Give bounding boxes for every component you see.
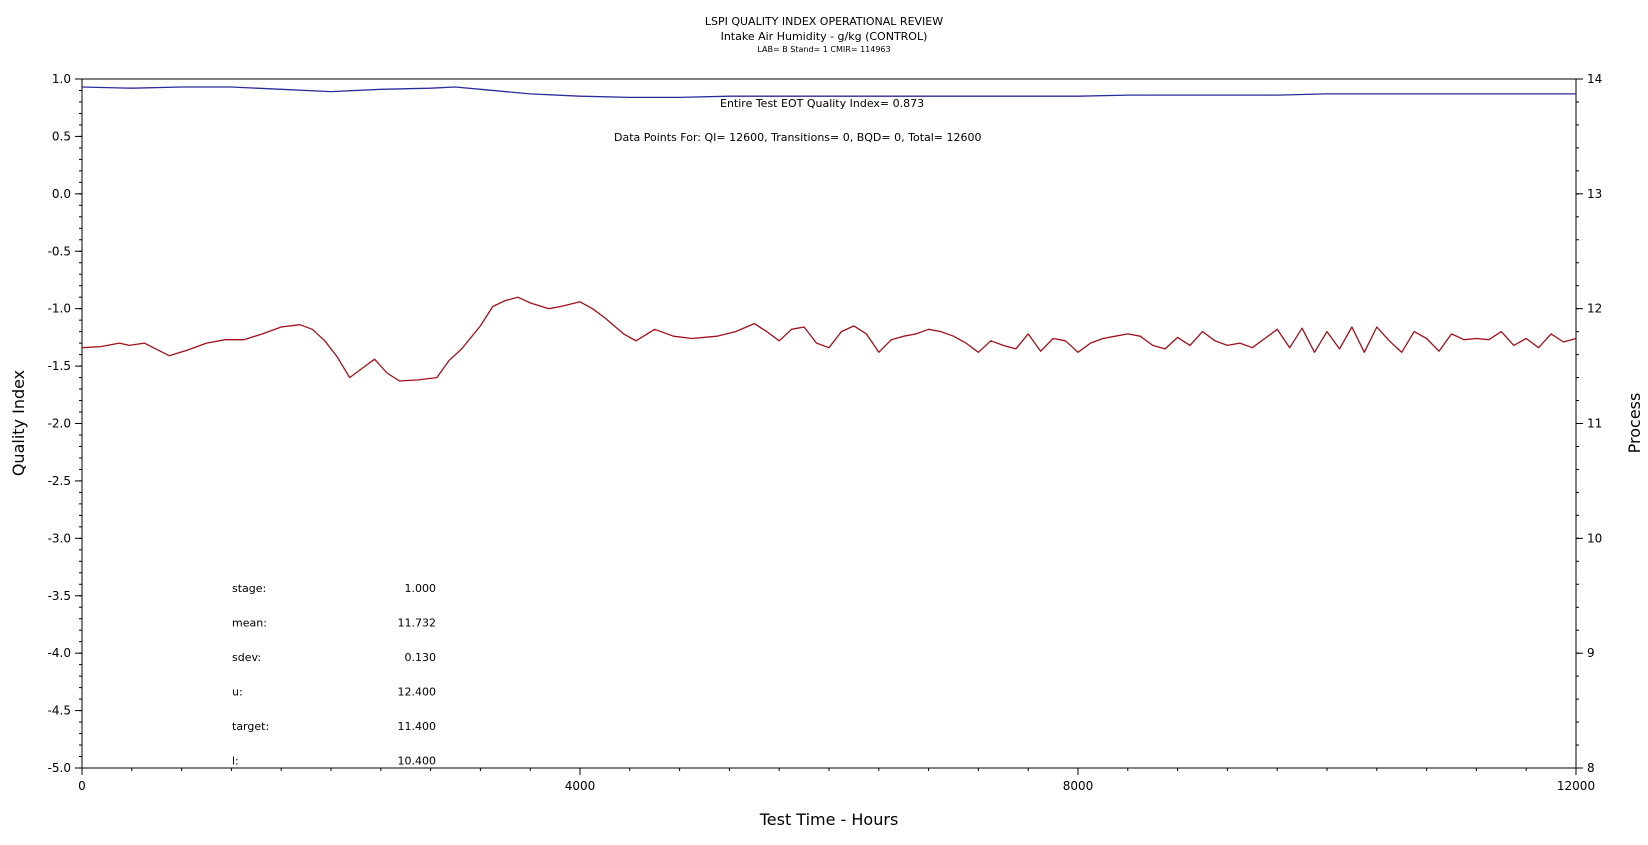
stat-value: 0.130 — [405, 651, 437, 664]
y2-tick-label: 14 — [1587, 72, 1602, 86]
data-points-annotation: Data Points For: QI= 12600, Transitions=… — [614, 131, 982, 144]
y-tick-label: -0.5 — [48, 244, 71, 258]
x-axis-title: Test Time - Hours — [759, 810, 899, 829]
stat-value: 11.732 — [398, 617, 437, 630]
y-tick-label: -2.0 — [48, 417, 71, 431]
chart-subtitle: Intake Air Humidity - g/kg (CONTROL) — [721, 30, 928, 43]
process-series-line — [81, 296, 1577, 382]
stat-label: target: — [232, 720, 269, 733]
y-tick-label: -1.5 — [48, 359, 71, 373]
y-tick-label: -3.5 — [48, 589, 71, 603]
stat-label: stage: — [232, 582, 266, 595]
stats-panel: stage: 1.000 mean: 11.732 sdev: 0.130 u: 12.400… — [232, 582, 436, 768]
plot-frame — [81, 78, 1577, 769]
quality-index-series-line — [81, 86, 1576, 99]
chart-subtitle-lab: LAB= B Stand= 1 CMIR= 114963 — [757, 45, 890, 54]
y2-tick-label: 12 — [1587, 302, 1602, 316]
y2-tick-label: 8 — [1587, 761, 1595, 775]
y2-tick-label: 13 — [1587, 187, 1602, 201]
x-tick-label: 4000 — [565, 779, 596, 793]
eot-quality-index-annotation: Entire Test EOT Quality Index= 0.873 — [720, 97, 924, 110]
series-layer — [81, 86, 1577, 382]
chart-title: LSPI QUALITY INDEX OPERATIONAL REVIEW — [705, 15, 943, 28]
x-tick-label: 8000 — [1063, 779, 1094, 793]
axes-group: 1.0 0.5 0.0 -0.5 -1.0 -1.5 -2.0 -2.5 -3.0 -3.5 -4.… — [48, 72, 1603, 793]
stat-value: 10.400 — [398, 755, 437, 768]
stat-value: 12.400 — [398, 686, 437, 699]
y2-axis-title: Process — [1625, 393, 1644, 454]
stat-value: 11.400 — [398, 720, 437, 733]
y2-tick-label: 10 — [1587, 531, 1602, 545]
y-tick-label: -2.5 — [48, 474, 71, 488]
stat-label: u: — [232, 686, 243, 699]
y-tick-label: -4.5 — [48, 704, 71, 718]
y-axis-title: Quality Index — [9, 370, 28, 476]
y-tick-label: 1.0 — [52, 72, 71, 86]
y-tick-label: -4.0 — [48, 646, 71, 660]
y-tick-label: 0.0 — [52, 187, 71, 201]
y2-tick-label: 9 — [1587, 646, 1595, 660]
stat-value: 1.000 — [405, 582, 437, 595]
y2-tick-label: 11 — [1587, 417, 1602, 431]
x-tick-label: 12000 — [1557, 779, 1595, 793]
stat-label: sdev: — [232, 651, 261, 664]
stat-label: l: — [232, 755, 239, 768]
stat-label: mean: — [232, 617, 267, 630]
y-tick-label: 0.5 — [52, 129, 71, 143]
x-tick-label: 0 — [78, 779, 86, 793]
y-tick-label: -1.0 — [48, 302, 71, 316]
y-tick-label: -5.0 — [48, 761, 71, 775]
y-tick-label: -3.0 — [48, 531, 71, 545]
